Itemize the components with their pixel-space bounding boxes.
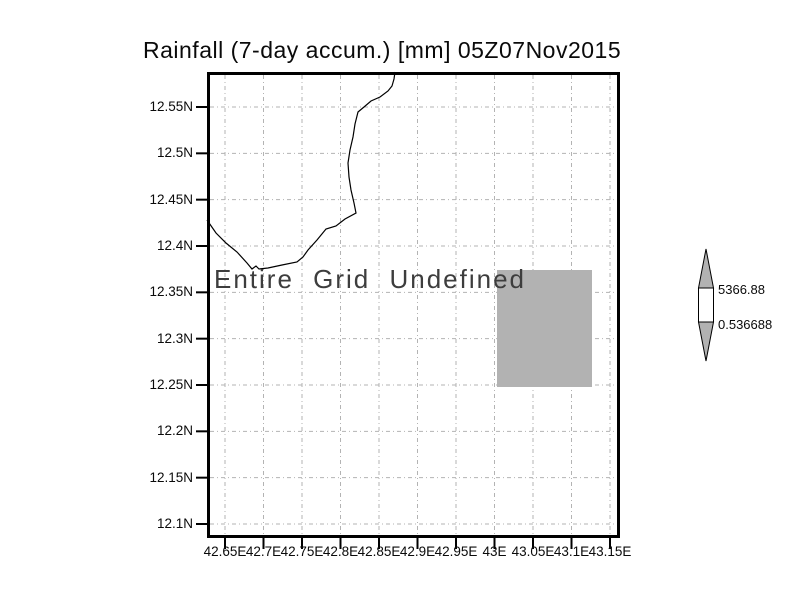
- x-tick-label: 43.15E: [588, 544, 632, 559]
- y-tick-label: 12.25N: [149, 376, 193, 392]
- colorbar-up-arrow: [697, 248, 715, 289]
- y-tick-label: 12.3N: [156, 330, 193, 346]
- x-tick-label: 42.7E: [245, 544, 282, 559]
- undefined-grid-message: Entire Grid Undefined: [214, 264, 527, 294]
- x-tick-label: 42.8E: [322, 544, 359, 559]
- plot-border: [207, 72, 620, 538]
- x-tick-label: 43.05E: [511, 544, 555, 559]
- y-tick-label: 12.15N: [149, 469, 193, 485]
- x-tick-label: 42.95E: [434, 544, 478, 559]
- y-tick-label: 12.4N: [156, 237, 193, 253]
- x-tick-label: 42.65E: [203, 544, 247, 559]
- y-tick-label: 12.55N: [149, 99, 193, 114]
- colorbar-body: [698, 287, 714, 323]
- x-tick-label: 42.75E: [280, 544, 324, 559]
- undefined-region: [497, 270, 592, 387]
- plot-title: Rainfall (7-day accum.) [mm] 05Z07Nov201…: [143, 37, 622, 63]
- y-tick-label: 12.2N: [156, 423, 193, 439]
- coastline-path: [206, 71, 396, 270]
- y-tick-label: 12.35N: [149, 284, 193, 300]
- colorbar: [697, 248, 715, 362]
- x-tick-label: 43E: [482, 544, 507, 559]
- y-tick-label: 12.5N: [156, 145, 193, 161]
- x-tick-label: 43.1E: [553, 544, 590, 559]
- y-tick-label: 12.1N: [156, 515, 193, 531]
- gridlines-group: [210, 75, 617, 535]
- colorbar-down-arrow: [697, 321, 715, 362]
- axis-ticks-group: [196, 106, 611, 549]
- colorbar-min-label: 0.536688: [718, 317, 773, 332]
- x-tick-label: 42.85E: [357, 544, 401, 559]
- x-tick-label: 42.9E: [399, 544, 436, 559]
- colorbar-max-label: 5366.88: [718, 282, 765, 297]
- y-tick-label: 12.45N: [149, 191, 193, 207]
